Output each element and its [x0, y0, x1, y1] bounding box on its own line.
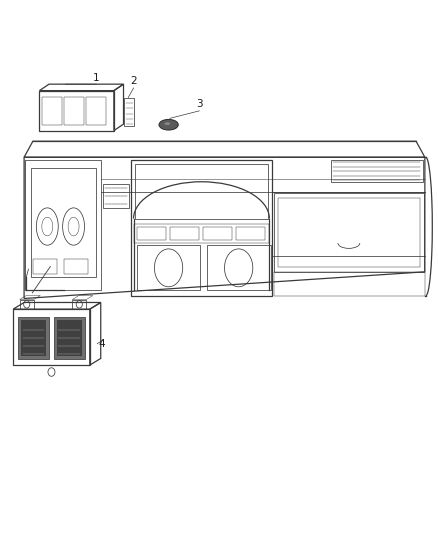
Polygon shape [54, 317, 85, 359]
Text: 1: 1 [93, 72, 100, 83]
Text: 4: 4 [99, 339, 105, 349]
Ellipse shape [164, 123, 170, 125]
Ellipse shape [159, 119, 178, 130]
Polygon shape [21, 320, 46, 356]
Polygon shape [57, 320, 82, 356]
Polygon shape [18, 317, 49, 359]
Text: 2: 2 [130, 76, 137, 86]
Text: 3: 3 [196, 99, 203, 109]
